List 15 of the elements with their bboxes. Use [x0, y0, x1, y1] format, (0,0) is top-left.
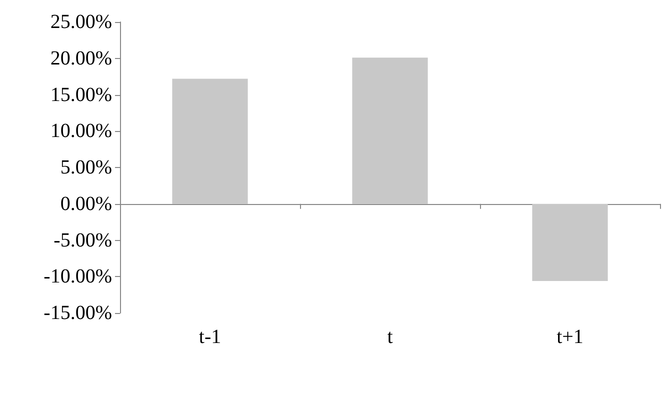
x-tick-label: t+1: [556, 326, 584, 348]
y-tick-label: 10.00%: [50, 120, 112, 142]
bar: [352, 58, 428, 204]
bar: [172, 78, 248, 204]
y-tick-label: 20.00%: [50, 47, 112, 70]
y-tick-label: -5.00%: [54, 229, 112, 252]
y-tick-label: 25.00%: [50, 11, 112, 33]
bar: [532, 204, 608, 281]
x-tick-label: t-1: [198, 326, 222, 348]
y-tick-label: -10.00%: [44, 266, 112, 288]
y-tick-label: 15.00%: [50, 84, 112, 106]
y-tick-label: 0.00%: [60, 192, 112, 215]
y-tick-label: -15.00%: [44, 302, 112, 324]
y-tick-label: 5.00%: [60, 156, 112, 178]
x-tick-label: t: [387, 326, 394, 348]
